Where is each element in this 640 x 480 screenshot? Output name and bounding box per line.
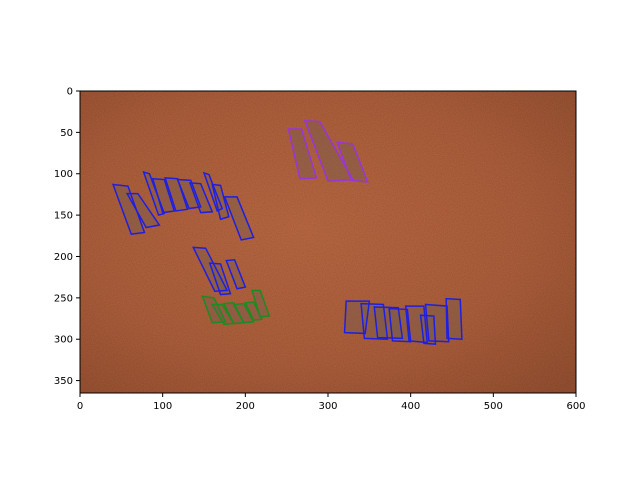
y-tick-label: 100	[54, 169, 73, 180]
embossed-character	[127, 193, 160, 228]
x-tick-label: 0	[77, 401, 83, 412]
x-tick-label: 300	[318, 401, 337, 412]
embossed-character	[113, 184, 145, 235]
embossed-character	[226, 259, 246, 289]
embossed-character	[165, 177, 188, 211]
embossed-character	[193, 247, 228, 292]
embossed-character	[288, 129, 317, 179]
annotation-box-blue	[142, 170, 166, 217]
y-tick-label: 0	[67, 87, 73, 98]
y-tick-label: 200	[54, 252, 73, 263]
embossed-character	[152, 178, 175, 213]
annotation-box-blue	[164, 177, 189, 212]
plot-area	[79, 90, 577, 394]
y-tick-label: 50	[60, 128, 73, 139]
y-tick-label: 350	[54, 376, 73, 387]
embossed-text-marks	[113, 120, 462, 345]
annotation-box-blue	[202, 171, 224, 213]
embossed-character	[223, 302, 244, 324]
y-tick-label: 250	[54, 293, 73, 304]
annotation-box-blue	[208, 262, 232, 296]
embossed-character	[425, 304, 449, 342]
annotation-box-purple	[303, 119, 355, 182]
embossed-character	[304, 120, 353, 182]
embossed-character	[374, 306, 403, 339]
x-tick-label: 100	[153, 401, 172, 412]
embossed-character	[337, 142, 368, 183]
annotation-box-purple	[287, 128, 318, 180]
y-tick-label: 300	[54, 335, 73, 346]
annotation-box-blue	[176, 178, 202, 210]
annotation-box-blue	[188, 182, 214, 214]
y-tick-label: 150	[54, 211, 73, 222]
embossed-character	[224, 196, 254, 240]
annotation-box-blue	[225, 258, 247, 290]
annotation-box-blue	[404, 305, 429, 344]
annotation-box-blue	[419, 314, 437, 345]
annotation-box-green	[201, 295, 227, 324]
annotation-box-green	[244, 301, 264, 321]
y-axis: 0 50 100 150 200 250 300 350	[54, 87, 80, 387]
leather-texture	[80, 91, 576, 393]
embossed-character	[446, 298, 462, 340]
embossed-character	[251, 290, 270, 317]
embossed-character	[177, 179, 201, 209]
annotation-box-blue	[111, 183, 146, 235]
annotation-box-blue	[388, 307, 412, 343]
annotation-box-purple	[335, 141, 369, 183]
embossed-character	[143, 172, 165, 216]
embossed-character	[245, 301, 262, 321]
annotation-box-green	[250, 289, 271, 318]
embossed-character	[189, 182, 213, 213]
annotation-box-blue	[343, 300, 371, 335]
x-tick-label: 400	[401, 401, 420, 412]
annotation-box-blue	[211, 183, 230, 221]
annotation-box-blue	[373, 306, 404, 340]
annotation-box-blue	[125, 192, 161, 229]
x-tick-label: 600	[566, 401, 585, 412]
x-tick-label: 200	[236, 401, 255, 412]
annotation-box-blue	[151, 177, 176, 214]
x-axis: 0 100 200 300 400 500 600	[77, 393, 586, 412]
annotation-box-blue	[360, 302, 389, 340]
annotation-boxes	[111, 119, 463, 345]
embossed-character	[204, 172, 223, 211]
annotation-box-blue	[192, 246, 229, 293]
embossed-character	[212, 304, 234, 325]
annotation-box-blue	[445, 297, 463, 341]
x-tick-label: 500	[484, 401, 503, 412]
annotation-box-green	[232, 302, 255, 324]
annotation-box-blue	[223, 196, 255, 241]
embossed-character	[233, 303, 254, 323]
